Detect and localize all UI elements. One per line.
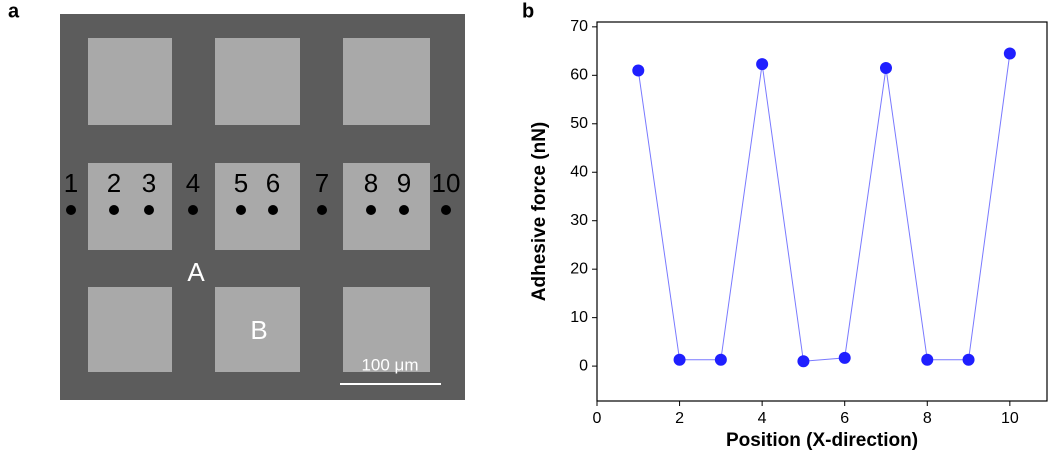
point-label: 9 — [397, 168, 411, 198]
data-point — [838, 351, 851, 364]
point-label: 2 — [107, 168, 121, 198]
x-tick-label: 8 — [923, 410, 932, 427]
x-tick-label: 6 — [840, 410, 849, 427]
y-tick-label: 60 — [570, 67, 588, 84]
region-label: B — [250, 315, 267, 345]
data-point — [921, 353, 934, 366]
point-dot — [441, 205, 451, 215]
y-tick-label: 10 — [570, 309, 588, 326]
y-tick-label: 40 — [570, 163, 588, 180]
pillar — [343, 163, 430, 250]
panel-label: a — [8, 0, 20, 22]
pillar — [343, 38, 430, 125]
point-dot — [317, 205, 327, 215]
point-dot — [366, 205, 376, 215]
pillar — [215, 163, 300, 250]
point-dot — [399, 205, 409, 215]
x-tick-label: 0 — [593, 410, 602, 427]
point-dot — [144, 205, 154, 215]
pillars — [88, 38, 430, 372]
point-label: 1 — [64, 168, 78, 198]
pillar — [88, 163, 172, 250]
y-tick-label: 20 — [570, 260, 588, 277]
x-tick-label: 2 — [675, 410, 684, 427]
x-tick-label: 4 — [758, 410, 767, 427]
point-dot — [66, 205, 76, 215]
point-label: 6 — [266, 168, 280, 198]
data-line — [637, 53, 1011, 362]
point-label: 7 — [315, 168, 329, 198]
point-dot — [236, 205, 246, 215]
point-dot — [109, 205, 119, 215]
point-dot — [268, 205, 278, 215]
y-tick-label: 0 — [579, 357, 588, 374]
pillar — [88, 38, 172, 125]
scale-bar-label: 100 μm — [361, 355, 418, 374]
y-tick-label: 30 — [570, 212, 588, 229]
pillar — [215, 38, 300, 125]
y-axis-label: Adhesive force (nN) — [529, 122, 550, 301]
data-point — [797, 355, 810, 368]
region-label: A — [187, 257, 205, 287]
data-point — [632, 64, 645, 77]
x-axis-label: Position (X-direction) — [726, 430, 918, 451]
point-dot — [188, 205, 198, 215]
data-point — [879, 62, 892, 75]
point-label: 3 — [142, 168, 156, 198]
data-point — [962, 353, 975, 366]
y-tick-label: 70 — [570, 18, 588, 35]
point-label: 5 — [234, 168, 248, 198]
data-point — [756, 58, 769, 71]
point-label: 4 — [186, 168, 200, 198]
pillar — [215, 287, 300, 372]
sem-image: 100 μm A B — [60, 14, 465, 400]
chart: b 0 10 20 30 40 50 60 70 0 2 4 6 8 10 Position (X-direc… — [522, 0, 1048, 451]
data-point — [673, 353, 686, 366]
panel-label: b — [522, 0, 534, 22]
measurement-points: 1 2 3 4 5 6 7 8 9 10 — [64, 168, 461, 215]
pillar — [343, 287, 430, 372]
data-point — [714, 353, 727, 366]
point-label: 10 — [432, 168, 461, 198]
point-label: 8 — [364, 168, 378, 198]
x-tick-label: 10 — [1001, 410, 1019, 427]
data-point — [1003, 47, 1016, 60]
y-tick-label: 50 — [570, 115, 588, 132]
plot-frame — [596, 21, 1048, 402]
pillar — [88, 287, 172, 372]
